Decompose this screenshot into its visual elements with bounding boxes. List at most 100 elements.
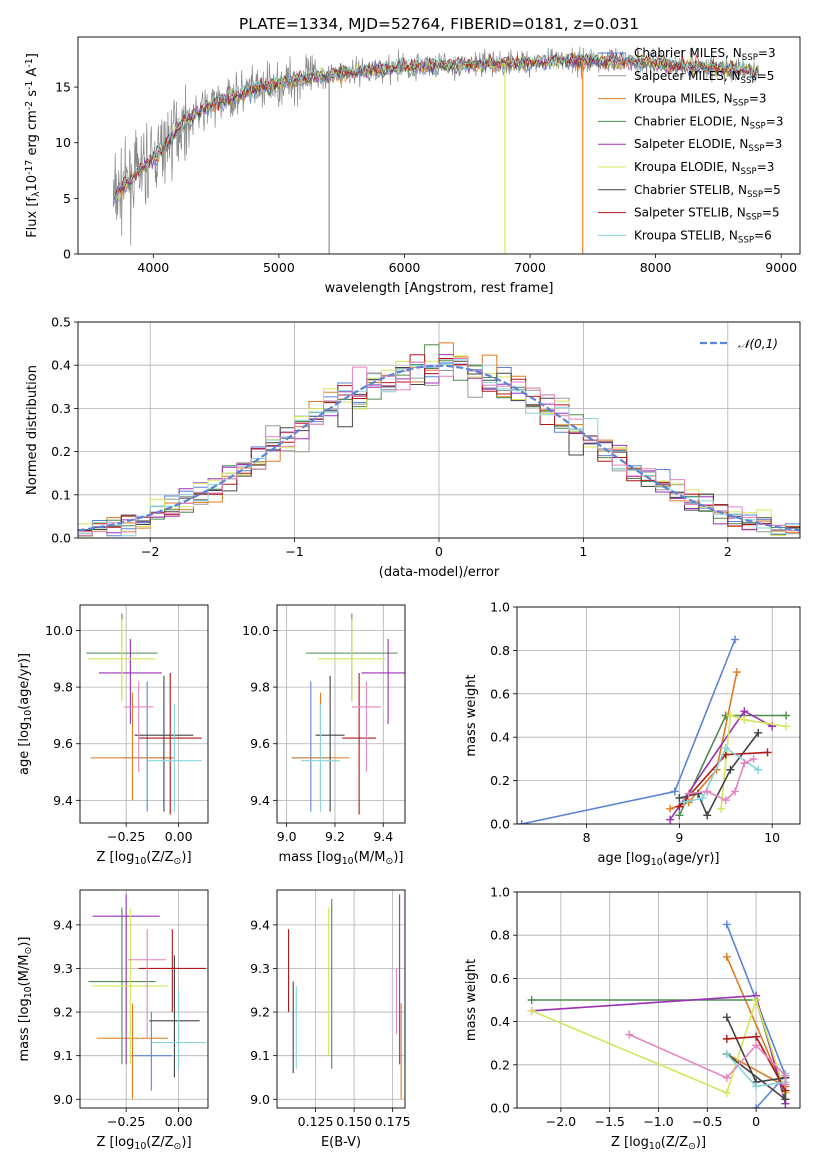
y-axis-label: Normed distribution: [25, 365, 40, 495]
x-tick-label: 0.175: [375, 1114, 411, 1129]
label-segment: =5: [757, 69, 775, 83]
label-segment: Kroupa STELIB, N: [634, 228, 738, 242]
x-tick-label: −2.0: [546, 1114, 576, 1129]
y-tick-label: 10.0: [242, 623, 270, 638]
axes-frame: [77, 321, 801, 539]
legend-label: Salpeter ELODIE, NSSP=3: [634, 137, 782, 154]
label-segment: erg cm: [25, 110, 40, 159]
plus-marker: [722, 952, 731, 961]
y-tick-label: 9.2: [53, 1005, 73, 1020]
label-segment: E(B-V): [321, 1135, 361, 1150]
label-segment: SSP: [742, 53, 758, 63]
x-tick-label: −1.5: [595, 1114, 625, 1129]
x-tick-label: 7000: [514, 260, 546, 275]
plus-marker: [752, 1082, 761, 1091]
x-tick-label: −1.0: [643, 1114, 673, 1129]
label-segment: =5: [762, 206, 780, 220]
plus-marker: [703, 787, 712, 796]
label-segment: 10: [25, 175, 40, 192]
y-tick-label: 0.6: [490, 971, 510, 986]
label-segment: (Z/Z: [146, 850, 173, 865]
label-segment: ⊙: [174, 856, 182, 867]
x-tick-label: 0.125: [298, 1114, 334, 1129]
label-segment: (Z/Z: [661, 1135, 688, 1150]
label-segment: mass [log: [17, 998, 32, 1061]
label-segment: wavelength [Angstrom, rest frame]: [325, 281, 554, 296]
y-axis-label: mass [log10(M/M⊙)]: [17, 937, 34, 1062]
plot-area: [78, 342, 800, 537]
label-segment: SSP: [747, 189, 763, 199]
x-axis-label: Z [log10(Z/Z⊙)]: [96, 850, 191, 867]
label-segment: Salpeter MILES, N: [634, 69, 741, 83]
label-segment: (age/yr)]: [17, 653, 32, 710]
plus-marker: [680, 798, 689, 807]
axes-frame: [77, 36, 801, 255]
label-segment: SSP: [733, 98, 749, 108]
label-segment: Kroupa ELODIE, N: [634, 160, 741, 174]
x-tick-label: 8: [583, 830, 591, 845]
x-axis-label: E(B-V): [321, 1135, 361, 1150]
plot-area: [527, 920, 790, 1108]
label-segment: (age/yr)]: [663, 851, 720, 866]
label-segment: -2: [24, 101, 35, 110]
x-tick-label: 9: [675, 830, 683, 845]
y-tick-label: 9.4: [250, 793, 270, 808]
x-tick-label: 10: [764, 830, 780, 845]
y-tick-label: 0.1: [51, 487, 71, 502]
x-tick-label: 9.4: [373, 829, 393, 844]
y-tick-label: 9.4: [53, 793, 73, 808]
plus-marker: [752, 1032, 761, 1041]
label-segment: 10: [651, 857, 663, 868]
plus-marker: [717, 804, 726, 813]
legend-label: Kroupa STELIB, NSSP=6: [634, 228, 772, 245]
plus-marker: [666, 804, 675, 813]
label-segment: 10: [134, 856, 146, 867]
plus-marker: [754, 728, 763, 737]
y-tick-label: 0.8: [490, 643, 510, 658]
plus-marker: [740, 707, 749, 716]
y-tick-label: 0.0: [490, 1101, 510, 1116]
plus-marker: [675, 793, 684, 802]
y-tick-label: 0.0: [490, 817, 510, 832]
legend-label: Chabrier ELODIE, NSSP=3: [634, 114, 783, 131]
x-tick-label: −0.25: [107, 1114, 145, 1129]
axes-residuals: −2 −1 0 1 2 0.0 0.1 0.2 0.3 0.4 0.5 (data-model)/er…: [25, 315, 801, 580]
label-segment: ⊙: [23, 947, 34, 955]
plus-marker: [781, 1071, 790, 1080]
plus-marker: [781, 1095, 790, 1104]
label-segment: =6: [754, 228, 772, 242]
label-segment: (Z/Z: [146, 1135, 173, 1150]
label-segment: age [log: [598, 851, 651, 866]
plus-marker: [721, 744, 730, 753]
label-segment: ]: [25, 53, 40, 58]
label-segment: mass weight: [464, 674, 479, 756]
label-segment: mass [log: [279, 850, 342, 865]
label-segment: =3: [749, 92, 767, 106]
x-tick-label: 5000: [263, 260, 295, 275]
y-tick-label: 0.0: [51, 531, 71, 546]
label-segment: =5: [763, 183, 781, 197]
y-tick-label: 10: [55, 135, 71, 150]
plus-marker: [722, 1088, 731, 1097]
label-segment: SSP: [750, 121, 766, 131]
legend-label: Kroupa MILES, NSSP=3: [634, 92, 767, 109]
y-tick-label: 0.2: [490, 773, 510, 788]
plus-marker: [740, 715, 749, 724]
label-segment: Salpeter ELODIE, N: [634, 137, 748, 151]
x-tick-label: 0: [435, 544, 443, 559]
plus-marker: [731, 635, 740, 644]
plus-marker: [752, 1104, 761, 1108]
mass-weight-line: [531, 997, 787, 1094]
label-segment: (data-model)/error: [379, 565, 500, 580]
label-segment: Chabrier STELIB, N: [634, 183, 747, 197]
label-segment: ⊙: [385, 856, 393, 867]
label-segment: Z [log: [96, 850, 134, 865]
label-segment: age [log: [17, 722, 32, 775]
y-tick-label: 9.8: [53, 680, 73, 695]
gaussian-curve: [78, 364, 800, 532]
x-tick-label: −0.5: [692, 1114, 722, 1129]
label-segment: SSP: [738, 235, 754, 245]
y-tick-label: 15: [55, 80, 71, 95]
